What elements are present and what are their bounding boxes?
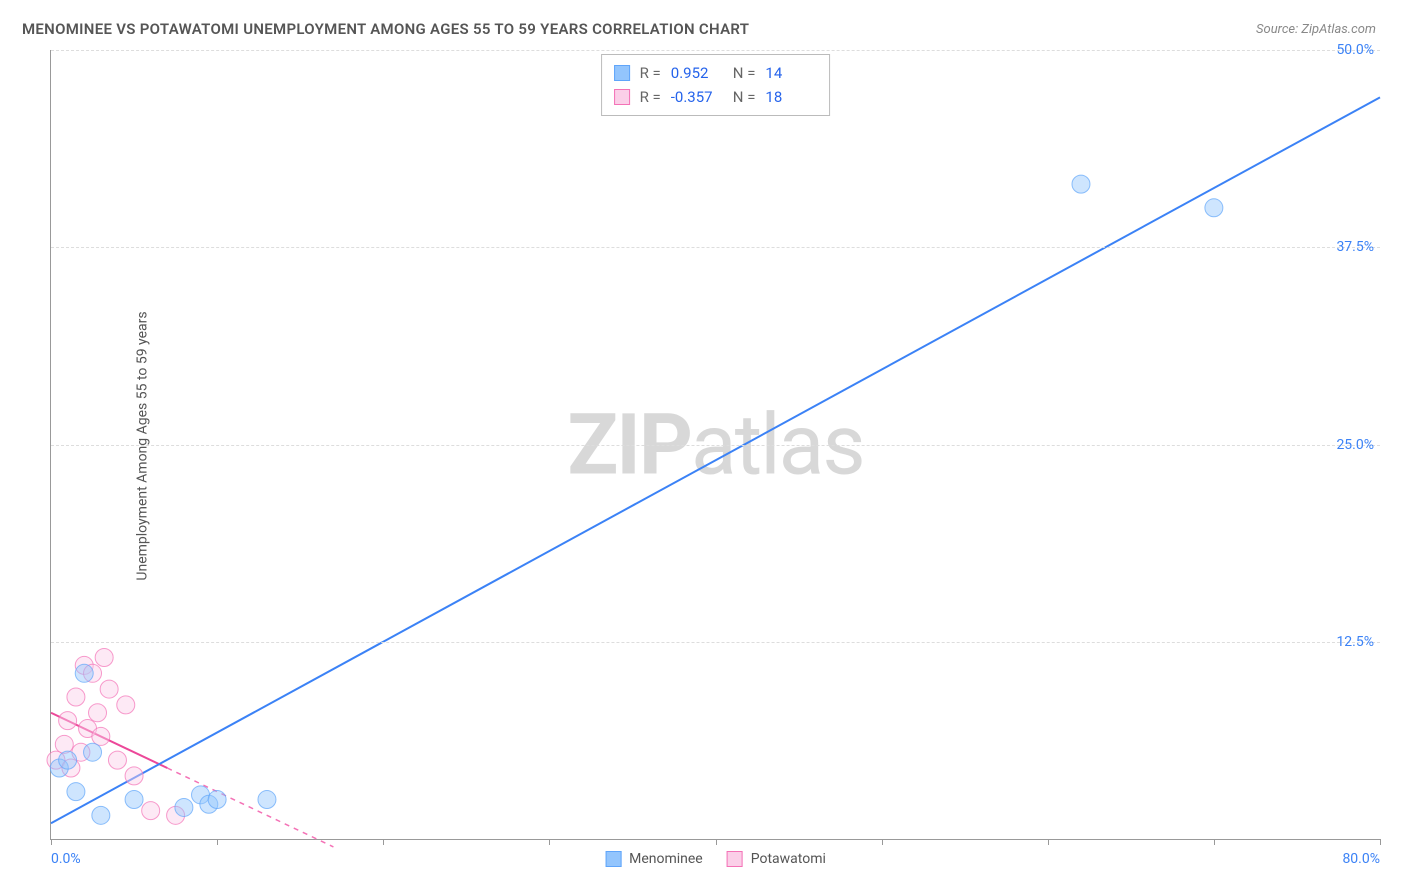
x-tick-label: 80.0% [1342,851,1380,867]
legend-swatch-potawatomi [727,851,743,867]
y-tick-label: 37.5% [1336,239,1382,255]
y-tick-label: 50.0% [1336,42,1382,58]
x-tick-label: 0.0% [51,851,81,867]
legend-item-potawatomi: Potawatomi [727,851,826,867]
plot-area: ZIPatlas R = 0.952 N = 14 R = -0.357 N =… [50,50,1380,840]
legend: Menominee Potawatomi [605,851,826,867]
y-tick-label: 25.0% [1336,437,1382,453]
source-label: Source: ZipAtlas.com [1256,22,1376,37]
legend-item-menominee: Menominee [605,851,703,867]
legend-label-potawatomi: Potawatomi [751,851,826,867]
chart-title: MENOMINEE VS POTAWATOMI UNEMPLOYMENT AMO… [22,20,749,38]
legend-swatch-menominee [605,851,621,867]
legend-label-menominee: Menominee [629,851,703,867]
y-tick-label: 12.5% [1336,634,1382,650]
